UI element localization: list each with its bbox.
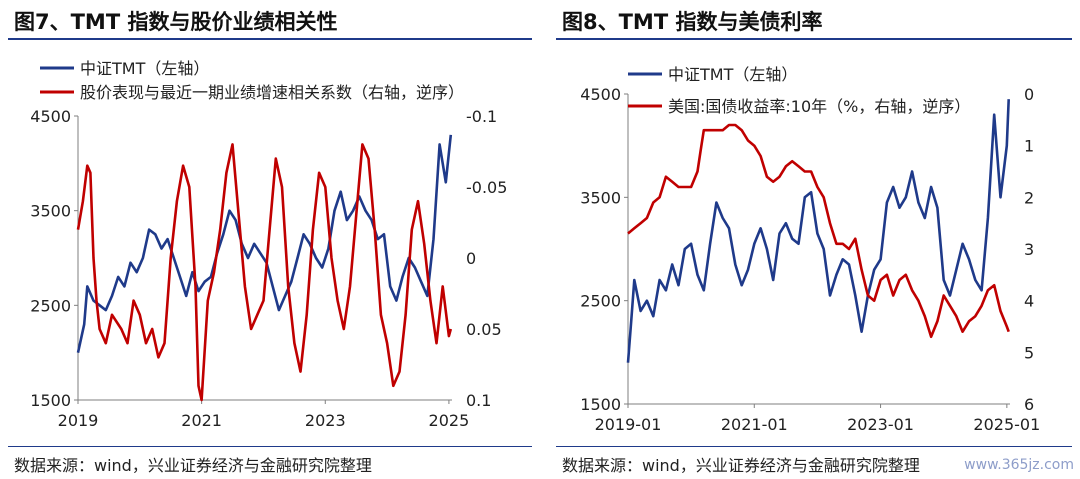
source-rule	[8, 446, 532, 447]
y-right-tick-label: 0	[1024, 85, 1034, 104]
figure-8-chart: 1500 2500 3500 4500 0 1 2 3 4 5 6 2019-01 2021-01 202…	[580, 65, 1040, 434]
figure-8-title: 图8、TMT 指数与美债利率	[562, 10, 823, 34]
x-tick-label: 2023	[305, 411, 346, 430]
y-right-tick-label: -0.05	[466, 178, 507, 197]
figure-7-chart: 1500 2500 3500 4500 -0.1 -0.05 0 0.05 0.1 2019 202…	[30, 59, 507, 430]
legend-label-1: 中证TMT（左轴）	[668, 65, 797, 84]
x-tick-label: 2025	[429, 411, 470, 430]
y-right-tick-label: 1	[1024, 137, 1034, 156]
y-left-tick-label: 3500	[30, 202, 71, 221]
y-right-tick-label: 0.1	[466, 391, 491, 410]
series-line-1	[76, 134, 453, 353]
y-right-tick-label: 5	[1024, 343, 1034, 362]
watermark: www.365jz.com	[964, 457, 1074, 473]
series-line-2	[627, 123, 1010, 339]
legend-label-1: 中证TMT（左轴）	[80, 59, 209, 78]
y-right-tick-label: 3	[1024, 240, 1034, 259]
y-right-tick-label: 0.05	[466, 320, 502, 339]
legend-label-2: 美国:国债收益率:10年（%，右轴，逆序）	[668, 97, 970, 116]
y-left-tick-label: 2500	[30, 296, 71, 315]
legend-label-2: 股价表现与最近一期业绩增速相关系数（右轴，逆序）	[80, 83, 464, 102]
y-right-tick-label: -0.1	[466, 107, 497, 126]
x-tick-label: 2019	[58, 411, 99, 430]
figure-7-panel: 图7、TMT 指数与股价业绩相关性 1500 2500 3500 4500 -0.1 -0…	[8, 10, 532, 475]
y-right-tick-label: 4	[1024, 292, 1034, 311]
y-right-tick-label: 0	[466, 249, 476, 268]
x-tick-label: 2021-01	[721, 415, 788, 434]
figure-7-title: 图7、TMT 指数与股价业绩相关性	[14, 10, 338, 34]
y-left-tick-label: 3500	[580, 188, 621, 207]
figure-8-panel: 图8、TMT 指数与美债利率 1500 2500 3500 4500 0 1 2 3 4 5 6 20…	[548, 0, 1080, 479]
x-tick-label: 2025-01	[973, 415, 1040, 434]
y-left-tick-label: 2500	[580, 292, 621, 311]
y-left-tick-label: 1500	[580, 395, 621, 414]
y-left-tick-label: 1500	[30, 391, 71, 410]
series-line-2	[76, 143, 453, 402]
x-tick-label: 2019-01	[595, 415, 662, 434]
series-line-1	[626, 99, 1010, 363]
y-left-tick-label: 4500	[580, 85, 621, 104]
title-rule	[8, 38, 532, 40]
x-tick-label: 2023-01	[847, 415, 914, 434]
y-right-tick-label: 6	[1024, 395, 1034, 414]
x-tick-label: 2021	[181, 411, 222, 430]
y-right-tick-label: 2	[1024, 188, 1034, 207]
figure-8-source: 数据来源：wind，兴业证券经济与金融研究院整理	[562, 456, 920, 475]
title-rule	[556, 38, 1072, 40]
source-rule	[556, 446, 1072, 447]
figure-7-source: 数据来源：wind，兴业证券经济与金融研究院整理	[14, 456, 372, 475]
y-left-tick-label: 4500	[30, 107, 71, 126]
